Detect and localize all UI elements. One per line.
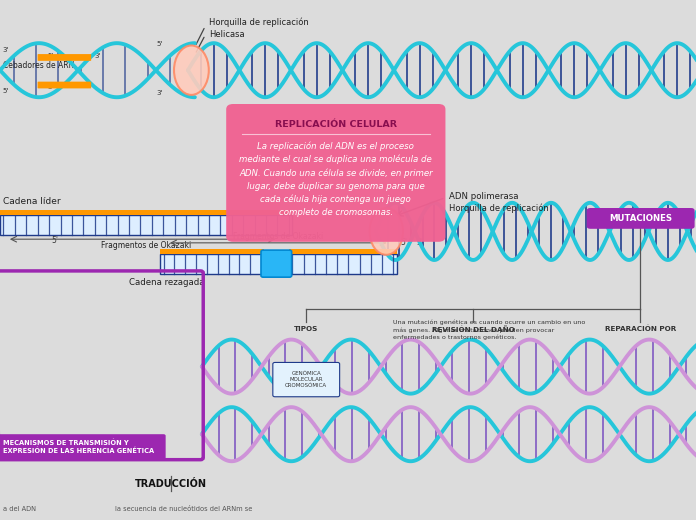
Text: 5': 5' (2, 88, 8, 94)
Text: 5': 5' (400, 238, 407, 248)
Text: La replicación del ADN es el proceso
mediante el cual se duplica una molécula de: La replicación del ADN es el proceso med… (239, 141, 433, 217)
Text: Una mutación genética es cuando ocurre un cambio en uno
más genes. Algunas mutac: Una mutación genética es cuando ocurre u… (393, 320, 585, 340)
Text: Cebadores de ARN: Cebadores de ARN (3, 60, 75, 70)
FancyBboxPatch shape (289, 254, 397, 274)
Text: Fragmentos de Okazaki: Fragmentos de Okazaki (233, 231, 324, 241)
Text: Fragmentos de Okazaki: Fragmentos de Okazaki (101, 241, 191, 250)
Text: ADN polimerasa: ADN polimerasa (449, 191, 519, 201)
Text: 3': 3' (157, 90, 163, 96)
Text: TRADUCCIÓN: TRADUCCIÓN (134, 478, 207, 489)
Text: 3': 3' (47, 84, 54, 90)
Text: 3': 3' (94, 53, 100, 59)
Text: Cadena líder: Cadena líder (3, 197, 61, 206)
FancyBboxPatch shape (0, 215, 292, 235)
Text: a del ADN: a del ADN (3, 505, 36, 512)
FancyBboxPatch shape (38, 54, 91, 61)
Ellipse shape (370, 208, 403, 255)
FancyBboxPatch shape (289, 249, 397, 254)
Text: Horquilla de replicación: Horquilla de replicación (209, 18, 308, 27)
FancyBboxPatch shape (261, 250, 292, 277)
Text: MUTACIONES: MUTACIONES (610, 214, 672, 223)
FancyBboxPatch shape (0, 210, 292, 215)
FancyBboxPatch shape (160, 254, 264, 274)
FancyBboxPatch shape (160, 249, 264, 254)
FancyBboxPatch shape (587, 208, 695, 229)
Text: MECANISMOS DE TRANSMISIÓN Y
EXPRESIÓN DE LAS HERENCIA GENÉTICA: MECANISMOS DE TRANSMISIÓN Y EXPRESIÓN DE… (3, 439, 155, 454)
FancyBboxPatch shape (273, 362, 340, 397)
Text: 5': 5' (47, 53, 54, 59)
Ellipse shape (174, 45, 209, 95)
Text: REVISIÓN DEL DAÑO: REVISIÓN DEL DAÑO (432, 326, 514, 333)
Text: 3': 3' (2, 47, 8, 54)
Text: 5': 5' (52, 236, 58, 245)
Text: REPLICACIÓN CELULAR: REPLICACIÓN CELULAR (275, 120, 397, 129)
FancyBboxPatch shape (226, 104, 445, 242)
Text: Horquilla de replicación: Horquilla de replicación (449, 203, 548, 213)
Text: Helicasa: Helicasa (209, 30, 244, 40)
Text: la secuencia de nucleótidos del ARNm se: la secuencia de nucleótidos del ARNm se (115, 505, 252, 512)
Text: GENÓMICA
MOLECULAR
CROMOSÓMICA: GENÓMICA MOLECULAR CROMOSÓMICA (285, 371, 327, 388)
Text: REPARACIÓN POR: REPARACIÓN POR (605, 326, 676, 332)
FancyBboxPatch shape (38, 82, 91, 88)
FancyBboxPatch shape (0, 434, 166, 459)
Text: 3': 3' (416, 238, 423, 248)
Text: Cadena rezagada: Cadena rezagada (129, 278, 204, 287)
Text: TIPOS: TIPOS (294, 326, 319, 332)
Text: 5': 5' (157, 41, 163, 47)
